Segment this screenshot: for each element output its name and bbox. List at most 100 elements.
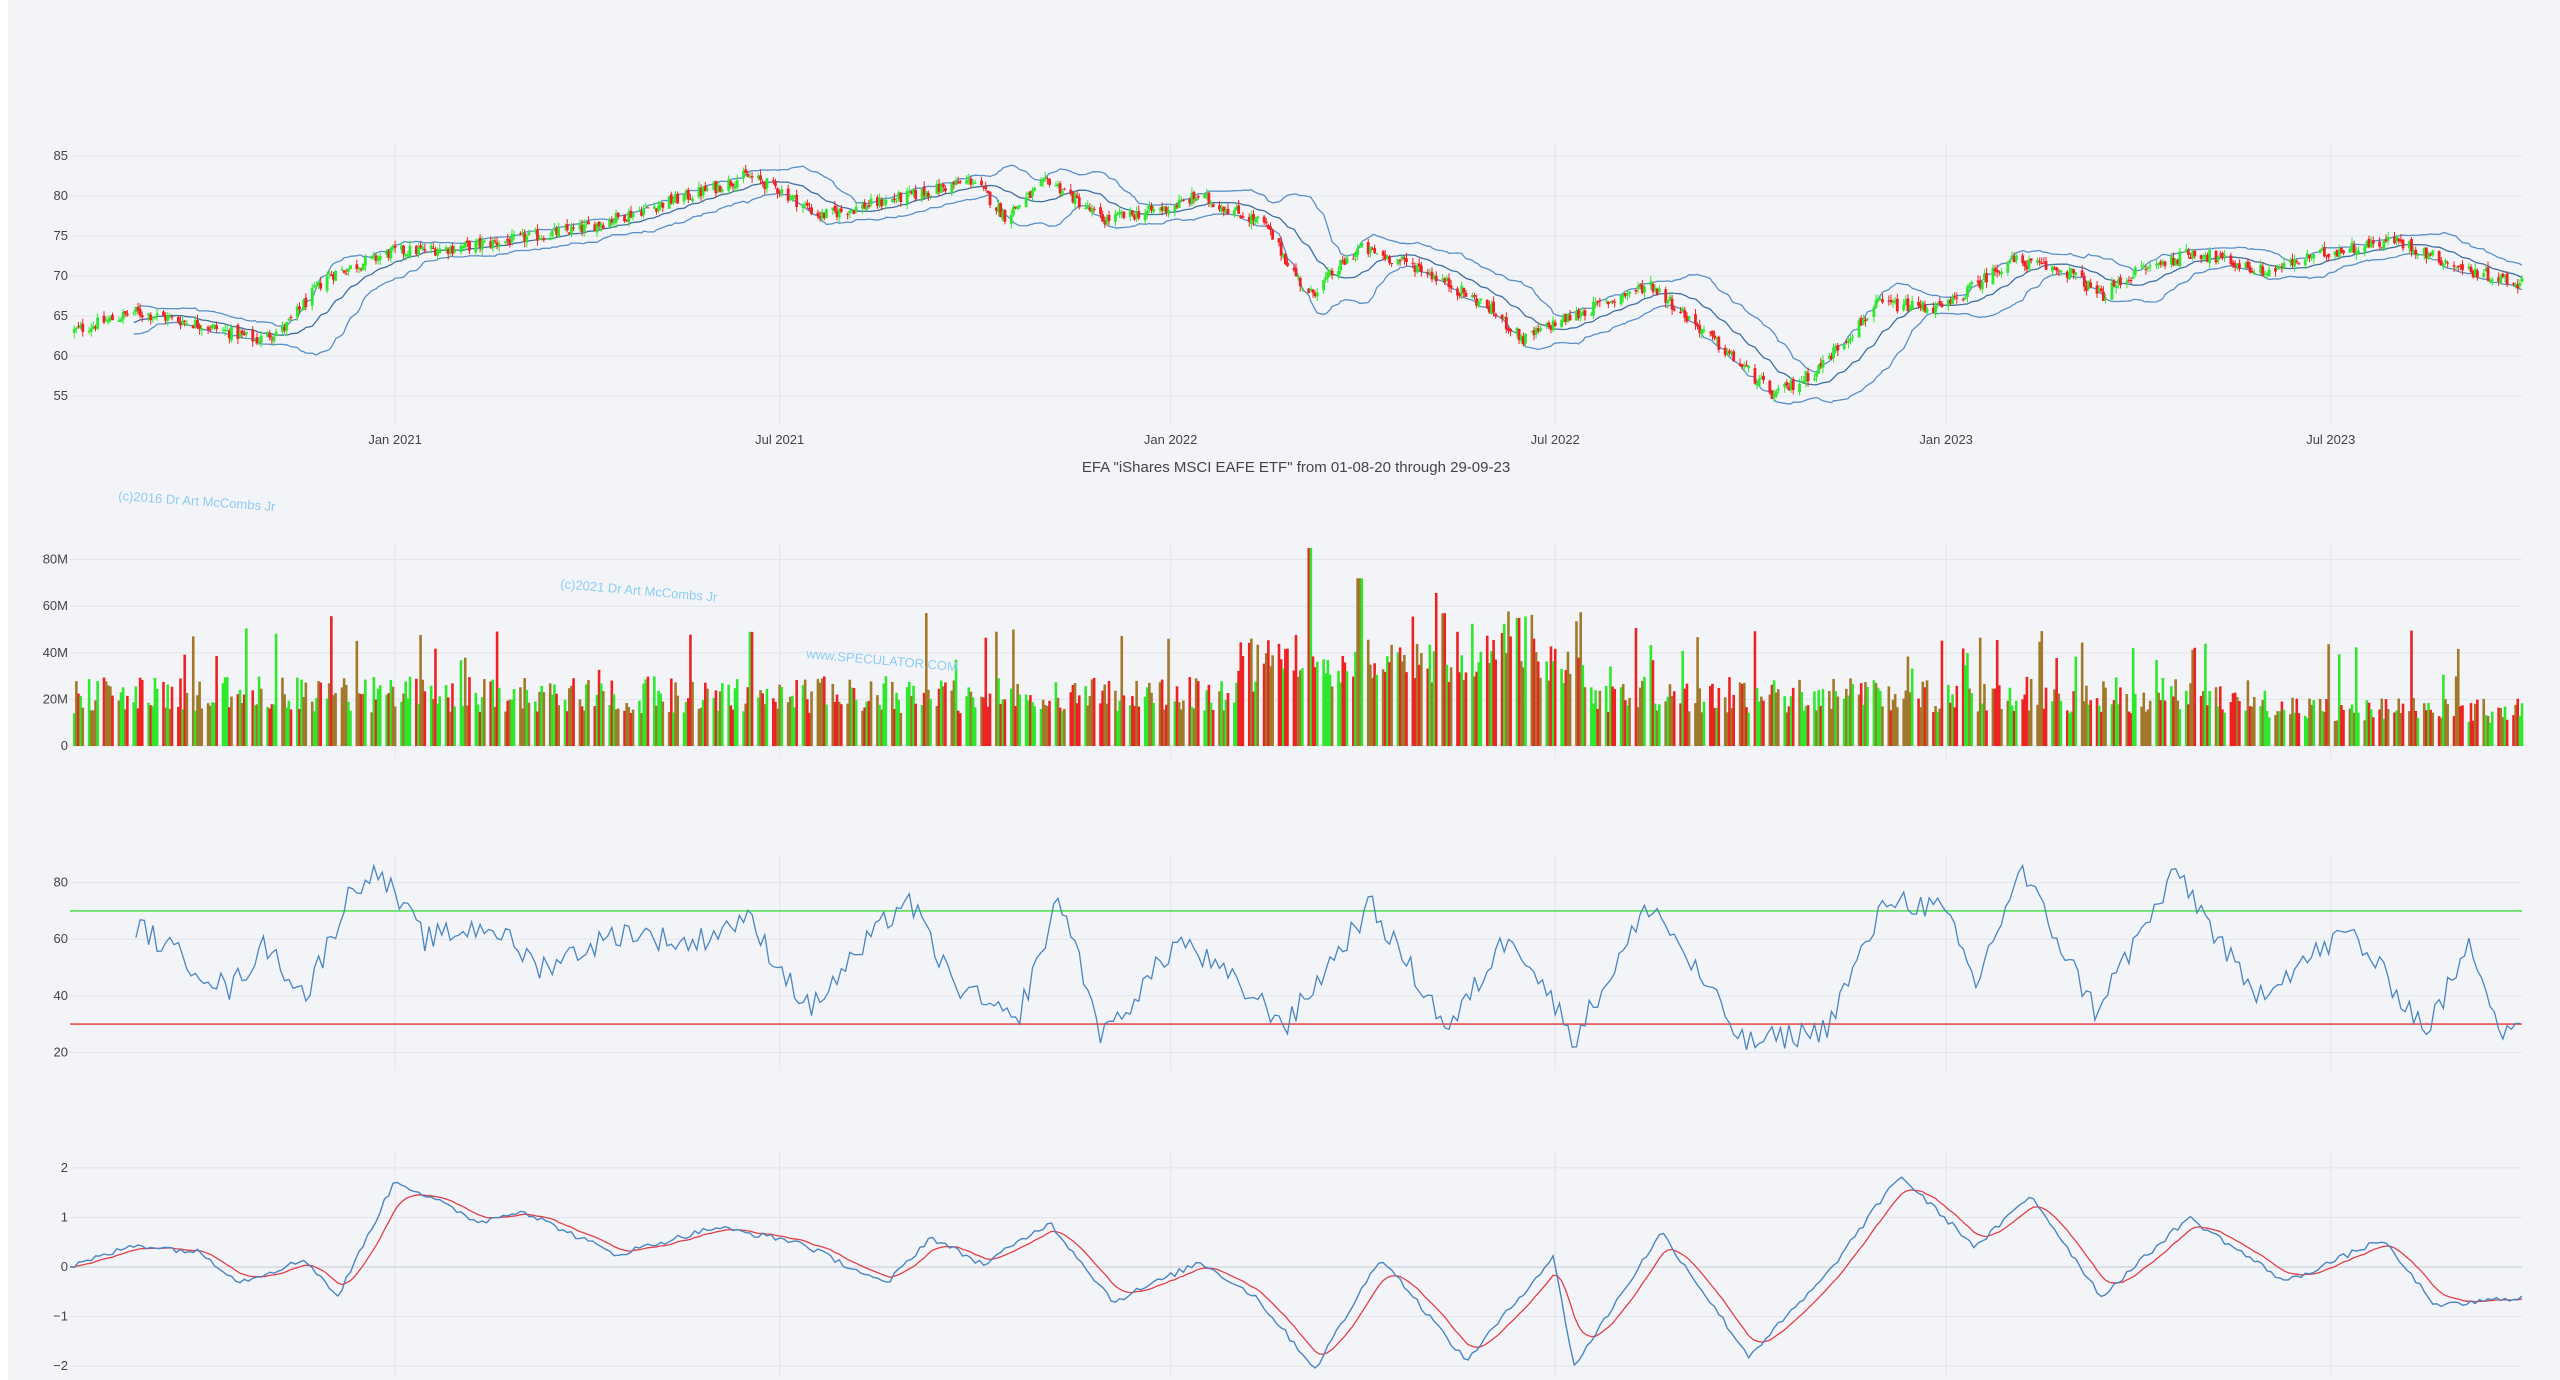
candle-body xyxy=(655,208,658,212)
candle-body xyxy=(701,186,705,196)
candle-body xyxy=(164,315,168,321)
volume-bar xyxy=(1356,578,1359,746)
volume-bar xyxy=(1330,686,1334,746)
volume-bar xyxy=(2246,680,2250,746)
candle-body xyxy=(2059,270,2063,273)
candle-body xyxy=(1932,307,1935,313)
candle-body xyxy=(727,179,731,191)
candle-body xyxy=(2261,266,2265,276)
candle-body xyxy=(510,234,514,243)
volume-bar xyxy=(816,679,820,746)
candle-body xyxy=(2267,269,2271,277)
candle-body xyxy=(718,186,722,192)
y-tick-label: 20M xyxy=(43,691,68,706)
candle-body xyxy=(980,180,983,185)
volume-bar xyxy=(893,708,896,746)
candle-body xyxy=(2218,254,2222,256)
candle-body xyxy=(2412,250,2416,254)
candle-body xyxy=(2469,266,2473,272)
candle-body xyxy=(1150,205,1153,211)
candle-body xyxy=(2297,263,2301,265)
candle-body xyxy=(1640,285,1644,294)
volume-bar xyxy=(2074,656,2078,746)
volume-bar xyxy=(2514,704,2517,746)
volume-bar xyxy=(1447,681,1451,746)
candle-body xyxy=(652,206,656,209)
volume-bar xyxy=(701,700,705,746)
volume-bar xyxy=(1177,702,1181,746)
volume-bar xyxy=(1252,691,1255,746)
candle-body xyxy=(1504,316,1508,330)
candle-body xyxy=(895,200,898,202)
candle-body xyxy=(735,180,739,188)
volume-bar xyxy=(2437,716,2441,746)
candle-body xyxy=(1968,284,1971,289)
volume-bar xyxy=(568,688,571,746)
volume-bar xyxy=(850,687,854,746)
volume-bar xyxy=(1842,698,1846,746)
candle-body xyxy=(567,232,571,234)
volume-bar xyxy=(240,703,244,746)
candle-body xyxy=(1800,381,1804,383)
volume-bar xyxy=(2427,703,2430,746)
volume-bar xyxy=(2312,700,2316,746)
volume-bar xyxy=(2369,709,2373,746)
volume-bar xyxy=(1205,690,1209,746)
volume-bar xyxy=(313,711,316,746)
y-tick-label: 55 xyxy=(54,388,68,403)
volume-bar xyxy=(1403,654,1406,746)
volume-bar xyxy=(895,692,898,746)
candle-body xyxy=(378,256,382,260)
candle-body xyxy=(519,233,522,235)
candle-body xyxy=(1745,364,1748,367)
volume-bar xyxy=(1738,682,1742,746)
volume-bar xyxy=(1904,690,1908,746)
volume-bar xyxy=(1730,707,1733,746)
volume-bar xyxy=(2280,701,2284,746)
candle-body xyxy=(1041,178,1045,182)
candle-body xyxy=(914,189,918,199)
candle-body xyxy=(761,181,765,184)
candle-body xyxy=(1770,390,1774,399)
volume-bar xyxy=(831,683,835,746)
candle-body xyxy=(950,182,954,193)
candle-body xyxy=(1534,328,1538,335)
candle-body xyxy=(1604,300,1608,302)
volume-bar xyxy=(2412,697,2415,746)
volume-bar xyxy=(1539,677,1542,746)
volume-bar xyxy=(400,701,403,746)
volume-bar xyxy=(1592,703,1595,746)
candle-body xyxy=(2310,256,2314,258)
candle-body xyxy=(1834,346,1838,349)
volume-bar xyxy=(2199,695,2203,746)
candle-body xyxy=(1849,338,1852,341)
volume-bar xyxy=(1902,698,1905,746)
volume-bar xyxy=(1910,668,1914,746)
candle-body xyxy=(2416,254,2420,256)
candle-body xyxy=(2520,278,2524,282)
volume-bar xyxy=(1815,710,1818,746)
candle-body xyxy=(2514,284,2518,287)
candle-body xyxy=(1360,242,1364,248)
volume-bar xyxy=(937,688,941,746)
candle-body xyxy=(642,208,646,215)
candle-body xyxy=(967,178,971,180)
candle-body xyxy=(2293,258,2297,267)
candle-body xyxy=(1462,287,1466,293)
volume-bar xyxy=(1063,708,1066,746)
candle-body xyxy=(1192,191,1196,200)
candle-body xyxy=(1277,238,1281,243)
candle-body xyxy=(689,198,692,200)
candle-body xyxy=(1551,320,1555,331)
candle-body xyxy=(1859,317,1863,326)
volume-bar xyxy=(2142,692,2146,746)
rsi-panel xyxy=(70,863,2522,1050)
x-tick-label: Jan 2021 xyxy=(368,432,422,447)
volume-bar xyxy=(2263,690,2267,746)
candle-body xyxy=(1012,206,1015,215)
candle-body xyxy=(2439,260,2443,266)
candle-body xyxy=(2505,273,2509,285)
volume-bar xyxy=(1879,690,1882,746)
candle-body xyxy=(1611,300,1614,302)
candle-body xyxy=(538,238,541,240)
